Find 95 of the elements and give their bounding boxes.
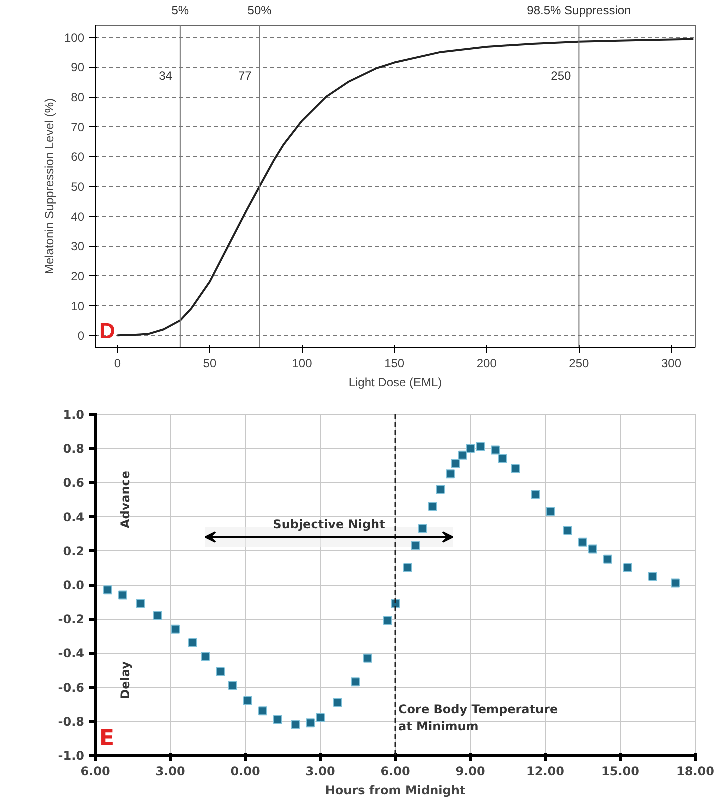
point: [511, 464, 520, 474]
ref-line-label: 34: [159, 69, 173, 84]
x-axis-title: Light Dose (EML): [348, 376, 442, 390]
y-tick-label: 0.6: [63, 476, 85, 490]
point: [671, 578, 680, 588]
annotation: Advance: [118, 470, 132, 529]
y-tick-label: 90: [71, 60, 85, 75]
point: [316, 713, 325, 722]
x-axis-title: Hours from Midnight: [325, 784, 466, 798]
x-tick-label: 150: [384, 356, 405, 370]
annotation: Delay: [118, 661, 132, 700]
x-tick-label: 18.00: [676, 764, 714, 778]
point: [466, 444, 475, 454]
x-tick-label: 12.00: [526, 764, 564, 778]
point: [306, 718, 315, 728]
y-tick-label: 0.2: [63, 544, 85, 558]
point: [546, 507, 555, 516]
annotation: E: [100, 726, 115, 752]
y-tick-label: -1.0: [58, 749, 85, 763]
point: [498, 454, 508, 464]
x-tick-label: 0: [114, 356, 122, 370]
line-series: [116, 38, 695, 337]
y-tick-label: 30: [71, 240, 85, 254]
x-tick-label: 9.00: [456, 764, 486, 778]
point: [118, 590, 128, 600]
y-tick-label: 40: [71, 210, 85, 224]
point: [436, 485, 445, 494]
x-tick-label: 6.00: [80, 764, 110, 778]
point: [188, 638, 198, 648]
y-tick-label: 0.0: [63, 578, 85, 592]
y-tick-label: -0.2: [58, 612, 85, 627]
point: [171, 624, 180, 634]
x-tick-label: 50: [203, 356, 217, 370]
ref-line-label: Core Body Temperature at Minimum: [398, 702, 558, 734]
point: [154, 611, 162, 620]
point: [588, 544, 598, 554]
point: [274, 715, 282, 724]
annotation: D: [100, 318, 116, 344]
point: [648, 572, 658, 581]
x-tick-label: 100: [292, 356, 313, 370]
y-tick-label: 80: [71, 90, 85, 105]
point: [428, 502, 438, 512]
y-tick-label: 50: [71, 180, 85, 194]
point: [604, 554, 612, 564]
x-tick-label: 200: [476, 356, 498, 370]
x-tick-label: 300: [661, 356, 682, 370]
text: 50%: [248, 4, 272, 18]
x-tick-label: 3.00: [306, 764, 336, 778]
point: [364, 654, 372, 663]
point: [201, 652, 210, 662]
point: [624, 563, 632, 572]
point: [291, 720, 300, 730]
y-tick-label: 60: [71, 150, 85, 164]
text: 98.5% Suppression: [527, 4, 632, 18]
text: 5%: [172, 4, 190, 18]
point: [418, 524, 428, 534]
y-tick-label: 10: [71, 299, 85, 314]
point: [458, 450, 468, 460]
point: [104, 586, 112, 595]
point: [228, 681, 238, 690]
point: [531, 490, 540, 500]
point: [491, 446, 500, 455]
y-tick-label: 20: [71, 269, 85, 284]
point: [411, 541, 420, 550]
point: [216, 667, 225, 676]
point: [446, 470, 455, 479]
y-tick-label: -0.8: [58, 714, 85, 729]
y-tick-label: -0.4: [58, 646, 85, 661]
x-tick-label: 3.00: [156, 764, 186, 778]
point: [244, 696, 252, 706]
x-tick-label: 6.00: [380, 764, 410, 778]
y-tick-label: 0.4: [63, 510, 85, 524]
ref-line-label: 250: [551, 69, 572, 84]
point: [351, 678, 360, 687]
point: [384, 616, 392, 626]
y-tick-label: 0.8: [63, 442, 85, 456]
point: [578, 538, 588, 547]
point: [258, 706, 268, 716]
band-label: Subjective Night: [273, 517, 386, 532]
x-tick-label: 250: [569, 356, 590, 370]
point: [404, 563, 412, 572]
y-tick-label: 100: [64, 30, 85, 45]
point: [451, 459, 460, 468]
x-tick-label: 0.00: [230, 764, 260, 778]
x-tick-label: 15.00: [602, 764, 640, 778]
point: [476, 442, 485, 452]
point: [564, 526, 572, 535]
y-tick-label: 0: [78, 329, 85, 344]
y-tick-label: 70: [71, 120, 85, 134]
y-tick-label: -0.6: [58, 680, 85, 695]
point: [334, 698, 342, 708]
ref-line-label: 77: [238, 69, 252, 84]
y-tick-label: 1.0: [63, 408, 85, 422]
y-axis-title: Melatonin Suppression Level (%): [42, 98, 56, 275]
point: [136, 599, 145, 608]
